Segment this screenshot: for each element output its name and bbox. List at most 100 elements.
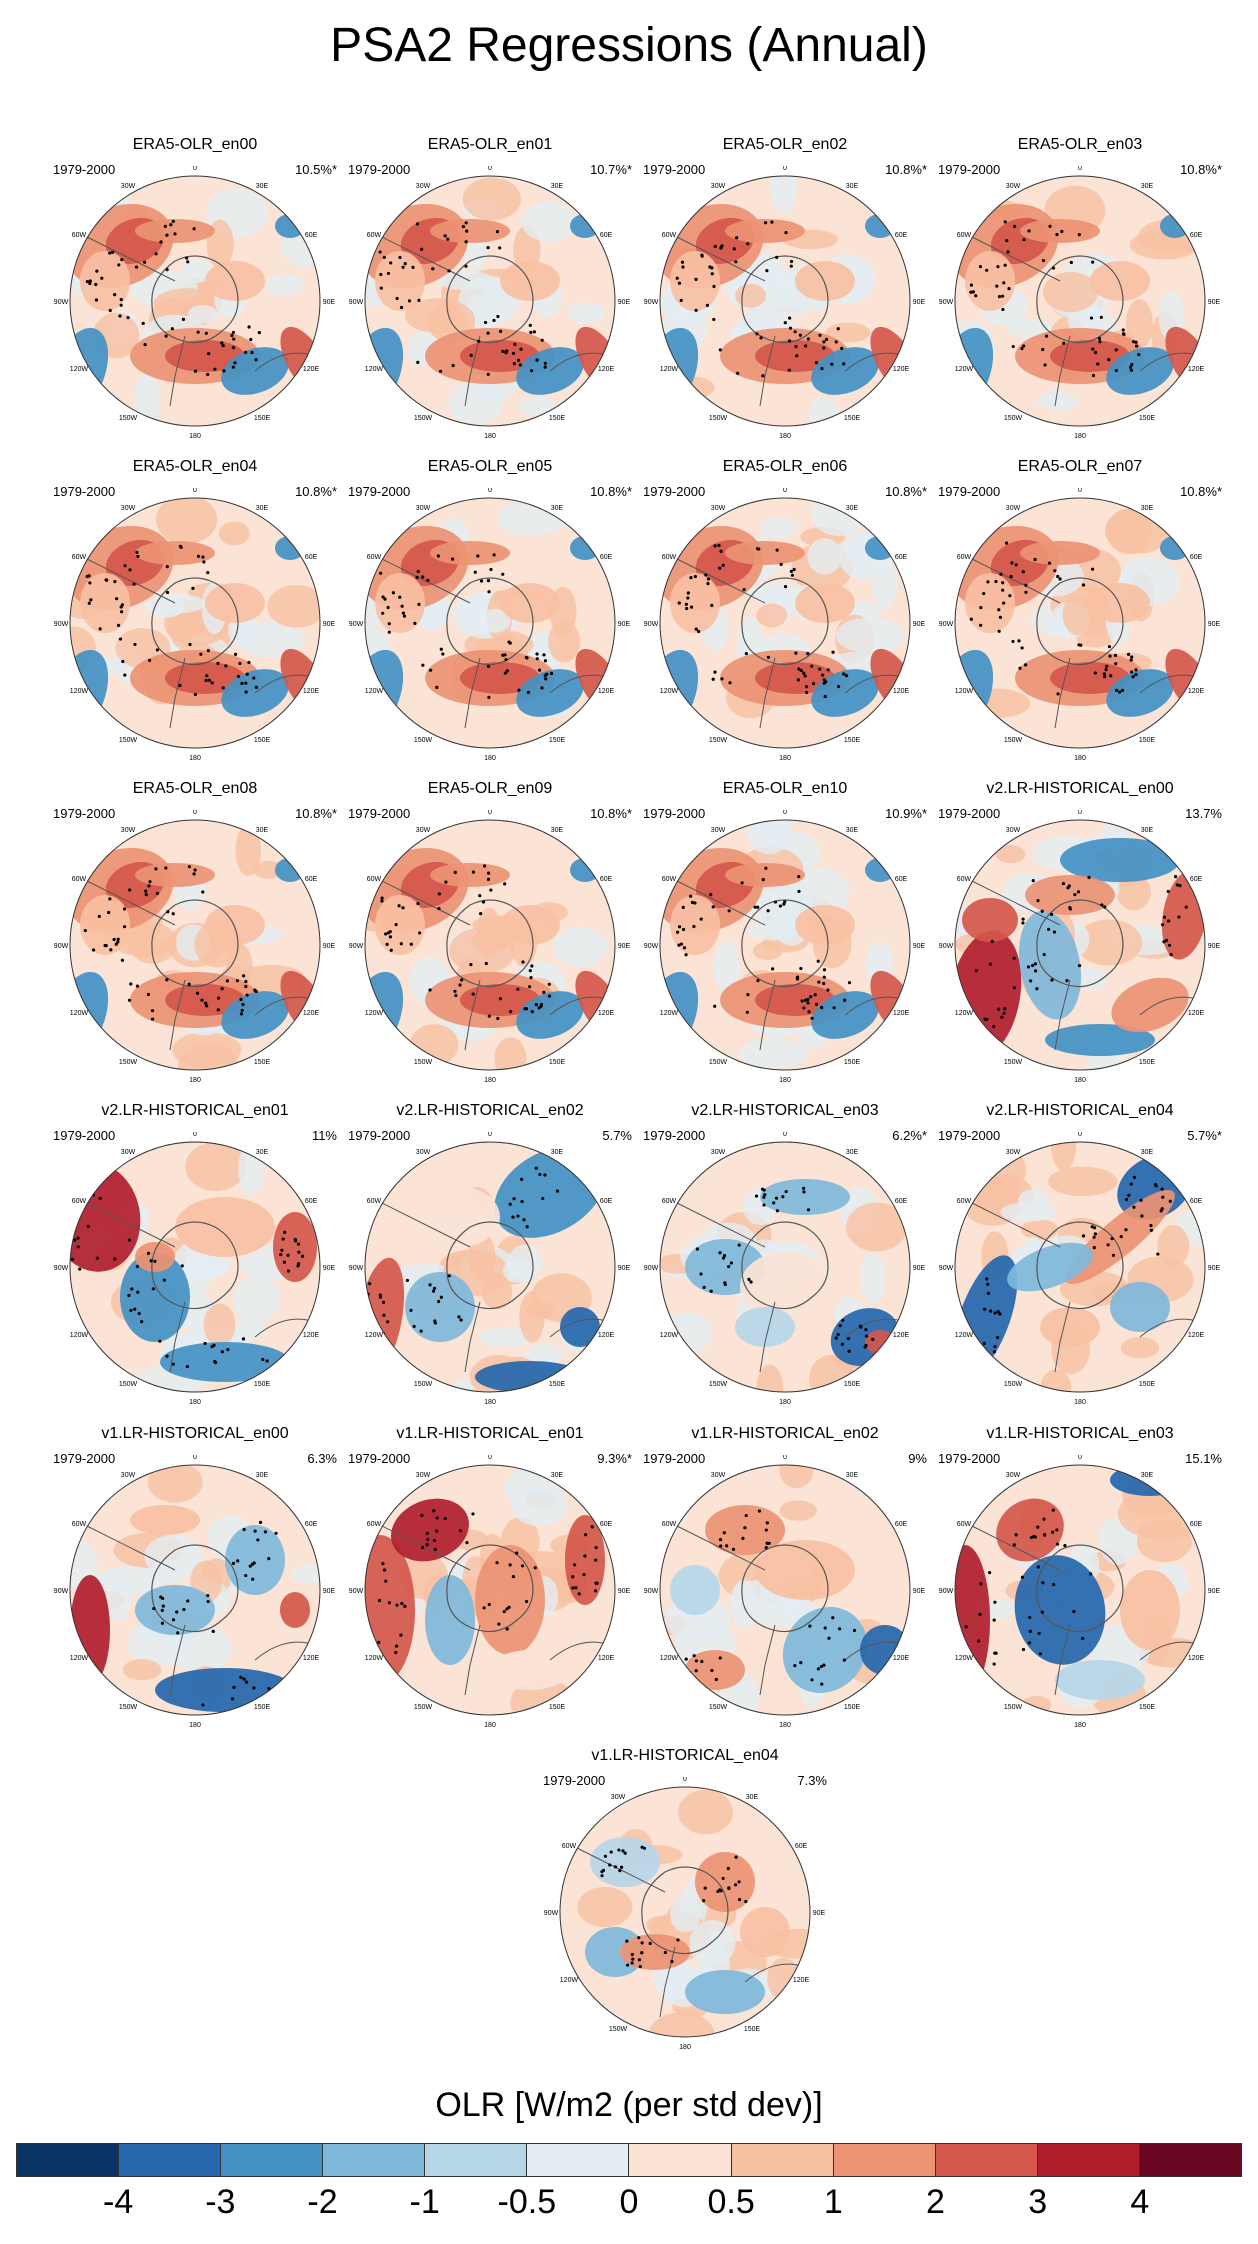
panel-variance-percent: 10.8%*	[295, 806, 337, 821]
longitude-label: 120E	[793, 1977, 810, 1984]
polar-map: 0 30E 60E 90E 120E 150E 180 150W 120W 90W 60W 30W	[644, 1132, 926, 1406]
colorbar-tick-label: 2	[926, 2183, 945, 2221]
longitude-label: 60E	[600, 1521, 613, 1528]
longitude-label: 150E	[549, 415, 566, 422]
longitude-label: 150E	[744, 2026, 761, 2033]
panel-period: 1979-2000	[938, 1451, 1001, 1466]
longitude-label: 60E	[305, 876, 318, 883]
polar-map: 0 30E 60E 90E 120E 150E 180 150W 120W 90W 60W 30W	[54, 1455, 336, 1729]
polar-map: 0 30E 60E 90E 120E 150E 180 150W 120W 90W 60W 30W	[644, 166, 926, 440]
longitude-label: 60E	[600, 1198, 613, 1205]
map-field	[660, 176, 910, 426]
polar-map: 0 30E 60E 90E 120E 150E 180 150W 120W 90W 60W 30W	[939, 1132, 1221, 1406]
longitude-label: 30W	[416, 1472, 431, 1479]
longitude-label: 30W	[1006, 505, 1021, 512]
panel-variance-percent: 7.3%	[797, 1773, 827, 1788]
longitude-label: 90W	[349, 299, 364, 306]
map-field	[365, 1465, 615, 1715]
longitude-label: 150E	[254, 737, 271, 744]
longitude-label: 30E	[746, 1794, 759, 1801]
panel-title: ERA5-OLR_en02	[722, 136, 848, 153]
colorbar-tick-label: 0	[619, 2183, 639, 2221]
longitude-label: 30W	[121, 827, 136, 834]
panel-period: 1979-2000	[643, 1128, 706, 1143]
longitude-label: 180	[1074, 1722, 1086, 1729]
longitude-label: 30E	[551, 505, 564, 512]
longitude-label: 0	[1078, 488, 1082, 494]
panel-period: 1979-2000	[53, 484, 116, 499]
longitude-label: 30E	[846, 1149, 859, 1156]
longitude-label: 30W	[121, 183, 136, 190]
longitude-label: 120E	[893, 366, 910, 373]
longitude-label: 60E	[895, 876, 908, 883]
panel-title: v1.LR-HISTORICAL_en00	[101, 1425, 289, 1442]
longitude-label: 150E	[844, 415, 861, 422]
polar-map: 0 30E 60E 90E 120E 150E 180 150W 120W 90W 60W 30W	[349, 1455, 631, 1729]
longitude-label: 90W	[54, 299, 69, 306]
panel-title: v2.LR-HISTORICAL_en02	[396, 1102, 584, 1119]
longitude-label: 60W	[367, 876, 382, 883]
longitude-label: 150E	[844, 1381, 861, 1388]
longitude-label: 120W	[660, 1010, 679, 1017]
longitude-label: 120W	[365, 1332, 384, 1339]
panel-variance-percent: 10.8%*	[1180, 162, 1222, 177]
panel-variance-percent: 10.8%*	[885, 162, 927, 177]
longitude-label: 30W	[711, 827, 726, 834]
longitude-label: 60W	[367, 1521, 382, 1528]
longitude-label: 180	[189, 1077, 201, 1084]
longitude-label: 60E	[1190, 232, 1203, 239]
colorbar-tick-label: -0.5	[497, 2183, 557, 2221]
longitude-label: 150W	[119, 1059, 138, 1066]
colorbar-tick-label: -2	[307, 2183, 338, 2221]
map-field	[660, 498, 910, 748]
longitude-label: 30E	[256, 1149, 269, 1156]
longitude-label: 60W	[662, 1521, 677, 1528]
longitude-label: 120E	[303, 366, 320, 373]
panel-title: ERA5-OLR_en08	[132, 780, 258, 797]
map-panel: v1.LR-HISTORICAL_en04 1979-2000 7.3% 0 30E 60…	[535, 1747, 835, 2051]
longitude-label: 60E	[895, 232, 908, 239]
panel-variance-percent: 10.5%*	[295, 162, 337, 177]
colorbar-tick-label: 3	[1028, 2183, 1048, 2221]
longitude-label: 150E	[254, 1381, 271, 1388]
colorbar-labels: -4 -3 -2 -1 -0.5 0 0.5 1 2 3 4	[16, 2183, 1242, 2227]
map-field	[70, 176, 320, 426]
colorbar-swatch	[833, 2144, 936, 2176]
longitude-label: 60W	[72, 1521, 87, 1528]
longitude-label: 60E	[305, 232, 318, 239]
colorbar-tick-label: -4	[103, 2183, 134, 2221]
map-field	[365, 1142, 615, 1392]
longitude-label: 90E	[913, 943, 926, 950]
longitude-label: 0	[783, 810, 787, 816]
panel-variance-percent: 5.7%*	[1187, 1128, 1222, 1143]
map-panel: v2.LR-HISTORICAL_en04 1979-2000 5.7%* 0 30E 6…	[930, 1102, 1230, 1406]
longitude-label: 60E	[895, 1521, 908, 1528]
panel-period: 1979-2000	[643, 484, 706, 499]
longitude-label: 60W	[367, 1198, 382, 1205]
longitude-label: 150W	[709, 737, 728, 744]
map-field	[70, 820, 320, 1070]
panel-period: 1979-2000	[938, 1128, 1001, 1143]
longitude-label: 150E	[1139, 1381, 1156, 1388]
longitude-label: 60W	[562, 1843, 577, 1850]
longitude-label: 180	[189, 755, 201, 762]
longitude-label: 30W	[611, 1794, 626, 1801]
longitude-label: 90E	[323, 299, 336, 306]
polar-map: 0 30E 60E 90E 120E 150E 180 150W 120W 90W 60W 30W	[939, 488, 1221, 762]
panel-period: 1979-2000	[348, 1128, 411, 1143]
panel-title: ERA5-OLR_en06	[722, 458, 848, 475]
longitude-label: 90W	[349, 621, 364, 628]
longitude-label: 60W	[72, 232, 87, 239]
longitude-label: 30W	[121, 505, 136, 512]
map-panel: ERA5-OLR_en02 1979-2000 10.8%* 0 30E 60E 90E 12…	[635, 136, 935, 440]
map-field	[560, 1787, 810, 2037]
panel-variance-percent: 11%	[311, 1128, 337, 1143]
longitude-label: 120W	[560, 1977, 579, 1984]
longitude-label: 150W	[119, 737, 138, 744]
longitude-label: 0	[783, 166, 787, 172]
panel-title: ERA5-OLR_en03	[1017, 136, 1143, 153]
longitude-label: 180	[1074, 1399, 1086, 1406]
longitude-label: 60W	[957, 876, 972, 883]
longitude-label: 150E	[1139, 415, 1156, 422]
longitude-label: 180	[1074, 433, 1086, 440]
